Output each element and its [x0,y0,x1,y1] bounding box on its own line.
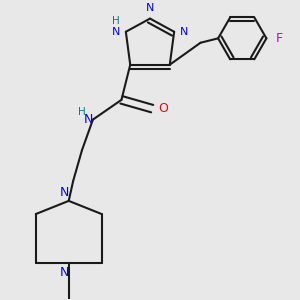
Text: H: H [78,107,86,117]
Text: N: N [84,113,93,126]
Text: N: N [146,3,154,13]
Text: N: N [60,186,69,199]
Text: N: N [180,27,188,37]
Text: H: H [112,16,120,26]
Text: F: F [276,32,283,45]
Text: N: N [112,27,120,37]
Text: O: O [158,102,168,115]
Text: N: N [60,266,69,279]
